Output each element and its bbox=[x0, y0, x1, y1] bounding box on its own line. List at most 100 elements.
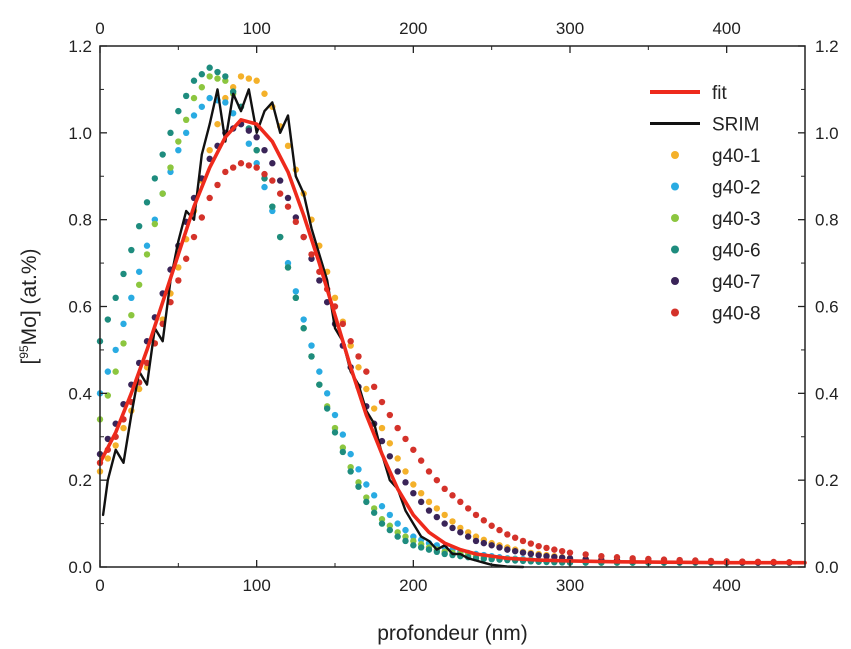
data-point-g40-6 bbox=[269, 203, 276, 210]
data-point-g40-7 bbox=[449, 524, 456, 532]
data-point-g40-2 bbox=[206, 94, 213, 102]
data-point-g40-7 bbox=[488, 542, 495, 549]
data-point-g40-1 bbox=[175, 264, 182, 271]
x-tick-label-top: 400 bbox=[712, 19, 740, 38]
data-point-g40-6 bbox=[331, 429, 339, 436]
data-point-g40-2 bbox=[229, 110, 237, 117]
legend-swatch-g40-7 bbox=[671, 277, 679, 285]
legend-label-SRIM: SRIM bbox=[712, 115, 760, 136]
data-point-g40-7 bbox=[206, 155, 213, 163]
data-point-g40-7 bbox=[504, 546, 511, 553]
data-point-g40-1 bbox=[386, 440, 394, 447]
legend-swatch-g40-2 bbox=[671, 182, 679, 191]
axes-layer: 0 0 100 100 200 200 300 300 400 400 0.0 0.0 0.2 0.2 0.… bbox=[68, 19, 838, 595]
data-point-g40-8 bbox=[402, 435, 409, 443]
y-tick-label-left: 0.0 bbox=[68, 558, 92, 577]
data-point-g40-8 bbox=[629, 555, 636, 562]
data-point-g40-6 bbox=[370, 509, 378, 516]
data-point-g40-8 bbox=[504, 531, 511, 538]
data-point-g40-6 bbox=[112, 294, 119, 302]
data-point-g40-6 bbox=[222, 73, 229, 80]
data-point-g40-7 bbox=[245, 127, 253, 134]
legend-swatch-g40-1 bbox=[671, 151, 679, 159]
data-point-g40-7 bbox=[269, 160, 276, 167]
data-point-g40-3 bbox=[167, 164, 174, 171]
data-point-g40-6 bbox=[135, 222, 143, 230]
data-point-g40-1 bbox=[331, 294, 339, 302]
data-point-g40-7 bbox=[457, 529, 464, 536]
data-point-g40-8 bbox=[558, 547, 566, 555]
data-point-g40-2 bbox=[355, 466, 362, 473]
data-point-g40-8 bbox=[182, 255, 190, 262]
x-tick-label-bottom: 400 bbox=[712, 576, 740, 595]
data-point-g40-6 bbox=[276, 233, 284, 241]
x-tick-label-top: 300 bbox=[556, 19, 584, 38]
data-point-g40-2 bbox=[331, 411, 339, 419]
data-point-g40-2 bbox=[222, 99, 229, 106]
y-tick-label-left: 0.6 bbox=[68, 298, 92, 317]
data-point-g40-6 bbox=[410, 542, 417, 549]
data-point-g40-8 bbox=[198, 214, 206, 221]
data-point-g40-7 bbox=[511, 547, 519, 555]
data-point-g40-6 bbox=[425, 546, 433, 553]
data-point-g40-3 bbox=[206, 73, 213, 80]
data-point-g40-1 bbox=[120, 424, 127, 432]
data-point-g40-2 bbox=[112, 346, 119, 354]
data-point-g40-8 bbox=[253, 164, 260, 171]
data-point-g40-7 bbox=[104, 435, 112, 443]
data-point-g40-2 bbox=[323, 390, 331, 397]
y-tick-label-right: 1.0 bbox=[815, 124, 839, 143]
x-tick-label-bottom: 100 bbox=[242, 576, 270, 595]
data-point-g40-8 bbox=[464, 505, 472, 512]
data-point-g40-8 bbox=[269, 177, 276, 184]
data-point-g40-7 bbox=[464, 533, 472, 540]
data-point-g40-7 bbox=[519, 549, 527, 556]
data-point-g40-6 bbox=[402, 537, 409, 545]
legend-label-g40-8: g40-8 bbox=[712, 304, 761, 325]
data-point-g40-2 bbox=[143, 242, 151, 249]
data-point-g40-6 bbox=[128, 246, 135, 254]
data-point-g40-1 bbox=[214, 120, 221, 128]
y-axis-title: [95Mo] (at.%) bbox=[17, 248, 41, 364]
data-point-g40-6 bbox=[363, 498, 370, 506]
data-point-g40-3 bbox=[214, 75, 221, 82]
x-tick-label-bottom: 300 bbox=[556, 576, 584, 595]
data-point-g40-8 bbox=[519, 537, 527, 545]
y-tick-label-right: 0.6 bbox=[815, 298, 839, 317]
data-point-g40-6 bbox=[206, 64, 213, 71]
y-tick-label-right: 0.0 bbox=[815, 558, 839, 577]
data-point-g40-3 bbox=[112, 368, 119, 375]
data-point-g40-6 bbox=[159, 151, 166, 158]
data-point-g40-6 bbox=[355, 483, 362, 490]
y-axis-title-superscript: 95 bbox=[17, 345, 31, 359]
legend-swatch-g40-6 bbox=[671, 245, 679, 254]
data-point-g40-3 bbox=[159, 190, 166, 197]
data-point-g40-2 bbox=[347, 450, 354, 458]
data-point-g40-2 bbox=[300, 316, 307, 323]
data-point-g40-7 bbox=[284, 194, 292, 202]
data-point-g40-6 bbox=[300, 325, 307, 332]
data-point-g40-2 bbox=[245, 140, 253, 147]
data-point-g40-6 bbox=[308, 353, 315, 360]
data-point-g40-8 bbox=[417, 457, 425, 464]
data-point-g40-1 bbox=[355, 364, 362, 371]
x-tick-label-top: 200 bbox=[399, 19, 427, 38]
data-point-g40-2 bbox=[292, 288, 300, 295]
data-point-g40-6 bbox=[253, 147, 260, 154]
data-point-g40-8 bbox=[551, 546, 558, 553]
x-tick-label-bottom: 200 bbox=[399, 576, 427, 595]
data-point-g40-8 bbox=[425, 468, 433, 475]
data-point-g40-8 bbox=[237, 160, 245, 167]
data-point-g40-8 bbox=[276, 190, 284, 197]
data-point-g40-8 bbox=[347, 338, 354, 345]
data-point-g40-2 bbox=[394, 520, 401, 527]
data-point-g40-2 bbox=[370, 492, 378, 499]
data-point-g40-6 bbox=[433, 548, 441, 556]
data-point-g40-8 bbox=[284, 203, 292, 210]
data-point-g40-2 bbox=[128, 294, 135, 302]
data-point-g40-8 bbox=[449, 492, 456, 499]
data-point-g40-6 bbox=[441, 550, 448, 558]
data-point-g40-8 bbox=[410, 446, 417, 453]
data-point-g40-8 bbox=[527, 540, 535, 547]
data-point-g40-6 bbox=[120, 270, 127, 278]
